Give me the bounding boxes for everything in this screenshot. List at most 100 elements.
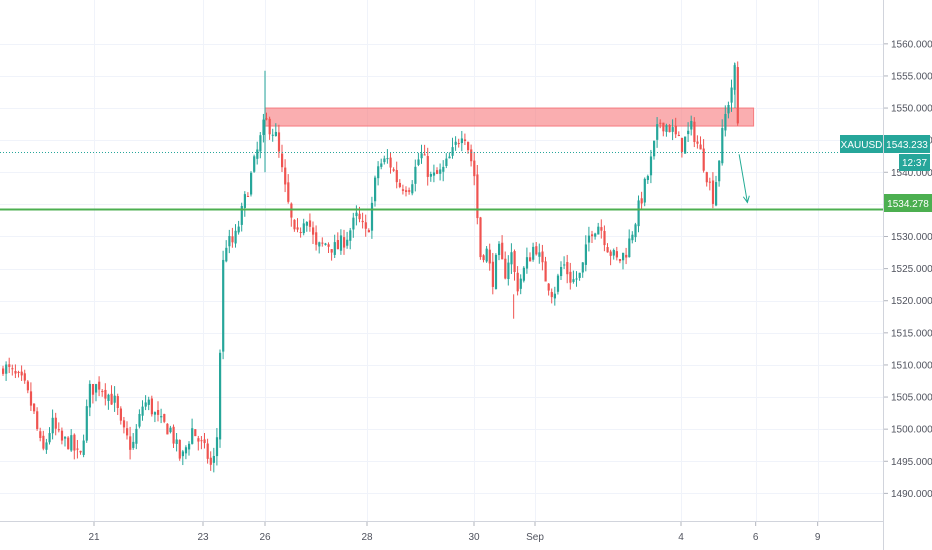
candle-body-209 <box>649 156 653 176</box>
y-tick-label-6: 1520.000 <box>891 296 932 307</box>
candle-body-124 <box>386 158 389 160</box>
candle-body-200 <box>622 252 625 261</box>
candle-body-13 <box>42 435 45 449</box>
candle-body-233 <box>724 113 727 131</box>
candle-body-120 <box>374 177 377 202</box>
candle-body-224 <box>696 141 699 144</box>
candle-body-115 <box>358 213 361 220</box>
last-price-tag: 1543.233 <box>886 140 928 151</box>
time-axis[interactable]: 21 23 26 28 30 Sep 4 6 9 <box>88 522 821 543</box>
countdown-tag: 12:37 <box>902 158 927 169</box>
candle-body-85 <box>265 118 268 120</box>
candle-body-10 <box>33 403 36 412</box>
candle-body-146 <box>454 141 457 145</box>
candle-body-136 <box>423 154 426 156</box>
candle-body-139 <box>432 172 436 176</box>
candle-body-156 <box>485 248 488 262</box>
candle-body-118 <box>367 230 370 233</box>
candle-body-160 <box>498 243 501 256</box>
candle-body-51 <box>160 416 163 418</box>
candle-body-218 <box>677 134 680 136</box>
y-tick-label-12: 1550.000 <box>891 104 932 115</box>
candle-body-91 <box>284 167 287 185</box>
candle-body-93 <box>290 203 293 218</box>
candle-body-84 <box>262 119 265 135</box>
candle-body-78 <box>243 194 246 208</box>
candle-body-2 <box>8 364 11 367</box>
candle-body-27 <box>85 406 88 441</box>
candle-body-201 <box>625 254 628 258</box>
symbol-tag-bg <box>840 135 883 153</box>
candle-body-1 <box>5 364 8 374</box>
candle-body-113 <box>352 217 355 230</box>
candle-body-185 <box>575 278 578 280</box>
candle-body-16 <box>51 417 54 434</box>
candle-body-157 <box>488 249 491 264</box>
candle-body-80 <box>250 172 253 195</box>
candle-body-53 <box>166 423 169 435</box>
candle-body-179 <box>556 275 560 292</box>
projection-arrow-line[interactable] <box>738 154 748 203</box>
candle-body-95 <box>296 227 299 230</box>
candle-body-207 <box>643 178 646 203</box>
candle-body-67 <box>209 457 212 465</box>
candle-body-133 <box>414 166 417 184</box>
candle-body-42 <box>132 441 135 448</box>
candle-body-57 <box>178 439 181 459</box>
candle-body-44 <box>138 413 141 427</box>
candle-body-212 <box>659 122 662 124</box>
y-tick-label-13: 1555.000 <box>891 71 932 82</box>
candle-body-186 <box>578 272 581 278</box>
candle-body-71 <box>222 259 225 352</box>
candle-body-47 <box>147 399 150 405</box>
candle-body-173 <box>538 252 541 257</box>
candle-body-225 <box>699 144 702 150</box>
candle-body-72 <box>225 247 228 262</box>
candle-body-215 <box>668 125 671 133</box>
x-tick-label-0: 21 <box>88 532 100 543</box>
candle-body-170 <box>529 257 532 262</box>
x-tick-label-1: 23 <box>197 532 209 543</box>
candle-body-104 <box>324 243 327 245</box>
candle-body-56 <box>175 439 178 444</box>
candle-body-114 <box>355 212 358 217</box>
price-axis[interactable]: 1490.000 1495.000 1500.000 1505.000 1510.000… <box>884 39 932 500</box>
y-tick-label-14: 1560.000 <box>891 39 932 50</box>
candle-body-202 <box>628 238 631 258</box>
candle-body-221 <box>687 130 690 135</box>
candle-body-69 <box>215 437 219 457</box>
candle-body-143 <box>445 158 448 166</box>
candle-body-86 <box>268 118 271 135</box>
candle-body-131 <box>408 190 411 192</box>
x-tick-label-6: 4 <box>678 532 684 543</box>
y-tick-label-0: 1490.000 <box>891 489 932 500</box>
candle-body-219 <box>680 137 684 152</box>
candle-body-7 <box>23 373 26 381</box>
candle-body-177 <box>550 291 553 298</box>
y-tick-label-8: 1530.000 <box>891 232 932 243</box>
candles <box>2 61 739 473</box>
candle-body-106 <box>330 249 333 253</box>
candle-body-88 <box>274 131 277 137</box>
candle-body-48 <box>150 398 153 415</box>
x-tick-label-3: 28 <box>361 532 373 543</box>
candle-body-54 <box>169 427 172 433</box>
candle-body-204 <box>634 224 637 238</box>
candle-body-234 <box>727 105 730 114</box>
price-lines <box>0 152 883 211</box>
candle-body-137 <box>426 156 429 177</box>
candle-body-19 <box>60 430 64 441</box>
candle-body-213 <box>662 122 665 132</box>
candle-body-151 <box>470 149 473 162</box>
candle-body-60 <box>188 443 191 450</box>
candle-body-142 <box>442 166 445 172</box>
candle-body-140 <box>436 170 439 174</box>
candle-body-230 <box>715 182 718 206</box>
candle-body-214 <box>665 125 668 132</box>
candle-body-22 <box>70 435 73 451</box>
candle-body-135 <box>420 153 423 159</box>
resistance-zone[interactable] <box>264 107 755 127</box>
candle-body-210 <box>653 140 656 157</box>
candle-body-129 <box>401 189 405 191</box>
